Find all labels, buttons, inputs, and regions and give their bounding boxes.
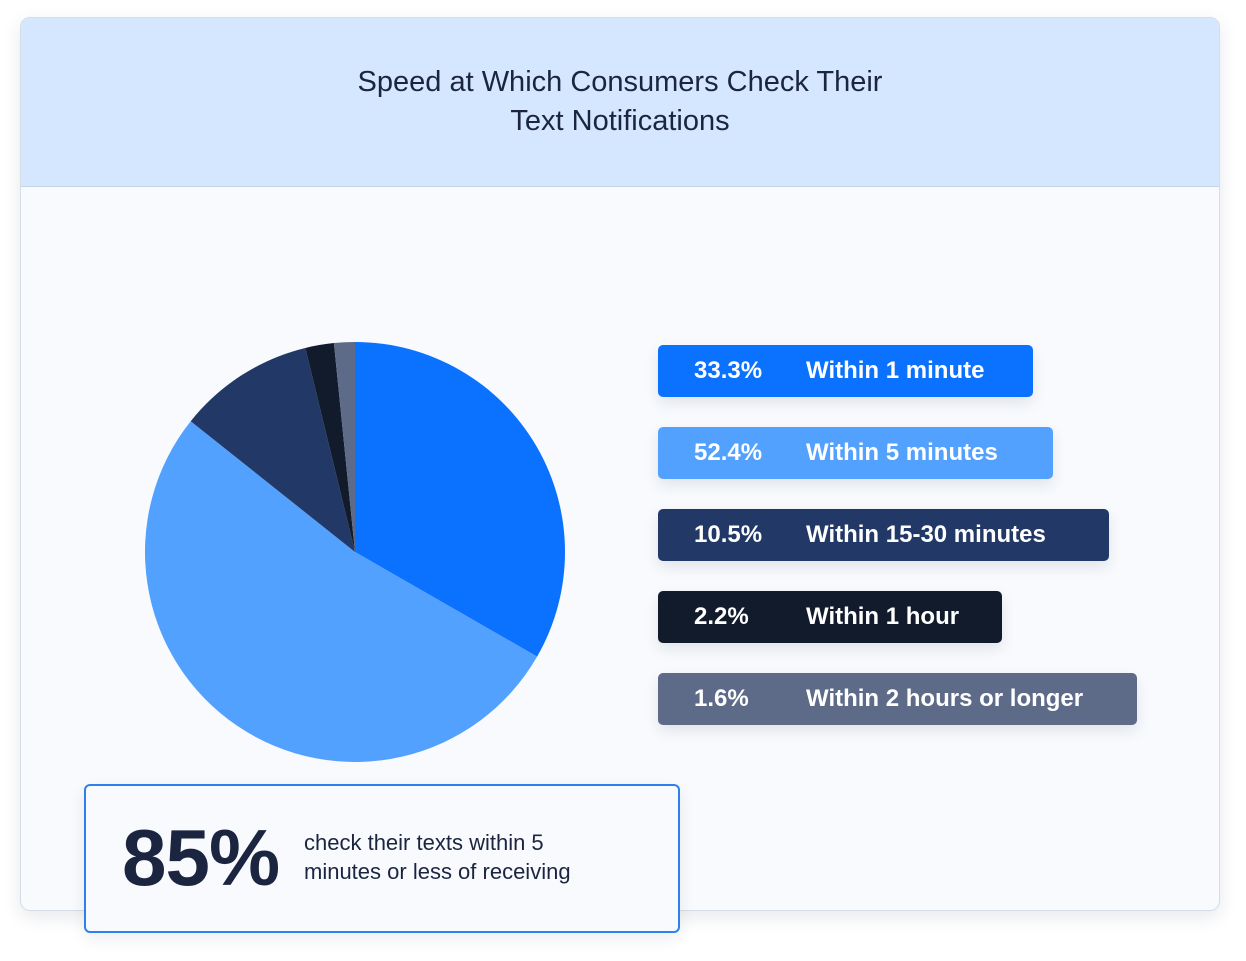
stat-description: check their texts within 5 minutes or le… (304, 828, 604, 886)
stat-callout: 85% check their texts within 5 minutes o… (84, 784, 680, 933)
legend-label: Within 1 minute (806, 345, 984, 397)
legend-label: Within 15-30 minutes (806, 509, 1046, 561)
legend-item-within-1-minute: 33.3% Within 1 minute (658, 345, 1033, 397)
legend-value: 2.2% (694, 591, 749, 643)
pie-chart (144, 341, 566, 763)
legend-item-within-2-hours-or-longer: 1.6% Within 2 hours or longer (658, 673, 1137, 725)
chart-card: Speed at Which Consumers Check Their Tex… (20, 17, 1220, 911)
legend-label: Within 1 hour (806, 591, 959, 643)
chart-title: Speed at Which Consumers Check Their Tex… (340, 63, 900, 141)
legend-item-within-5-minutes: 52.4% Within 5 minutes (658, 427, 1053, 479)
legend-label: Within 2 hours or longer (806, 673, 1083, 725)
legend-item-within-1-hour: 2.2% Within 1 hour (658, 591, 1002, 643)
legend-value: 52.4% (694, 427, 762, 479)
chart-header: Speed at Which Consumers Check Their Tex… (21, 18, 1219, 187)
stat-value: 85% (122, 808, 279, 908)
legend-value: 10.5% (694, 509, 762, 561)
legend-value: 33.3% (694, 345, 762, 397)
legend-item-within-15-30-minutes: 10.5% Within 15-30 minutes (658, 509, 1109, 561)
legend-value: 1.6% (694, 673, 749, 725)
legend-label: Within 5 minutes (806, 427, 998, 479)
